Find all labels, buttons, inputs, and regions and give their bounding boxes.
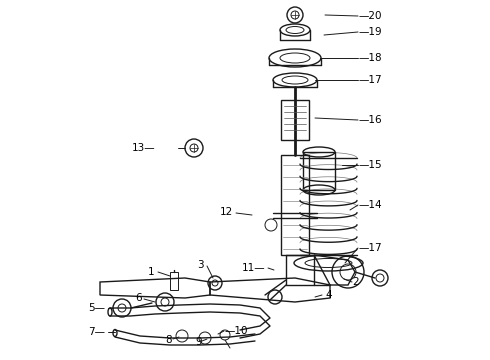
Bar: [281, 100, 309, 140]
Text: —14: —14: [358, 200, 382, 210]
Text: —20: —20: [358, 11, 382, 21]
Text: —17: —17: [358, 243, 382, 253]
Text: 11—: 11—: [242, 263, 266, 273]
Text: 12: 12: [220, 207, 233, 217]
Bar: [281, 155, 309, 255]
Text: 6: 6: [135, 293, 142, 303]
Bar: [170, 272, 178, 290]
Text: 13—: 13—: [132, 143, 156, 153]
Text: —19: —19: [358, 27, 382, 37]
Text: 3: 3: [197, 260, 204, 270]
Text: 2: 2: [352, 277, 359, 287]
Text: 5—: 5—: [88, 303, 105, 313]
Text: 7—: 7—: [88, 327, 105, 337]
Bar: [303, 152, 335, 190]
Text: 4: 4: [325, 290, 332, 300]
Text: 8: 8: [165, 335, 172, 345]
Text: —17: —17: [358, 75, 382, 85]
Text: 1: 1: [148, 267, 155, 277]
Text: 9: 9: [195, 337, 201, 347]
Text: —10: —10: [224, 326, 247, 336]
Text: —16: —16: [358, 115, 382, 125]
Text: —18: —18: [358, 53, 382, 63]
Text: —15: —15: [358, 160, 382, 170]
